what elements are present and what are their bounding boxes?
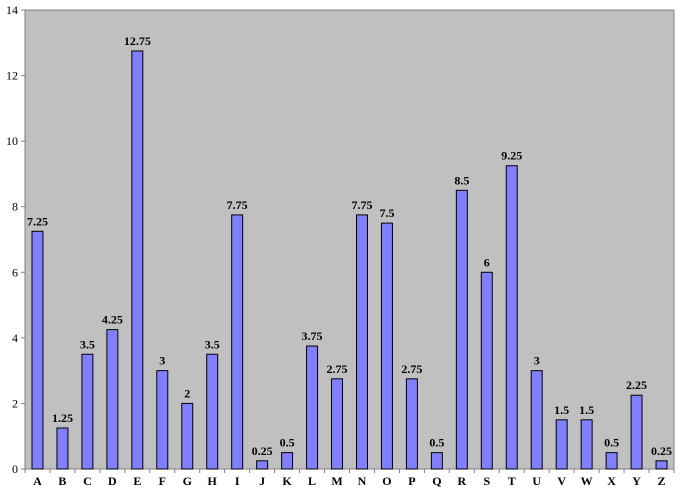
x-tick-label: W	[581, 474, 593, 488]
data-label: 2.75	[401, 362, 422, 376]
x-tick-label: C	[83, 474, 92, 488]
x-tick-label: M	[331, 474, 342, 488]
x-tick-label: B	[58, 474, 66, 488]
bar-t	[505, 165, 518, 470]
bar-e	[131, 50, 144, 470]
x-tick-label: L	[308, 474, 316, 488]
bar-s	[480, 271, 493, 470]
x-tick-label: U	[532, 474, 541, 488]
data-label: 0.25	[252, 444, 273, 458]
bar-j	[256, 460, 269, 470]
data-label: 1.5	[579, 403, 594, 417]
bar-y	[630, 394, 643, 470]
x-tick-label: G	[183, 474, 192, 488]
x-tick-label: S	[483, 474, 490, 488]
data-label: 2	[184, 386, 190, 400]
y-tick-label: 10	[6, 134, 18, 148]
data-label: 0.5	[604, 436, 619, 450]
data-label: 7.75	[227, 198, 248, 212]
x-tick-label: V	[557, 474, 566, 488]
bar-q	[430, 452, 443, 470]
data-label: 0.25	[651, 444, 672, 458]
x-tick-label: D	[108, 474, 117, 488]
data-label: 0.5	[429, 436, 444, 450]
y-tick-label: 2	[12, 396, 18, 410]
x-tick-label: H	[208, 474, 218, 488]
data-label: 3.75	[302, 329, 323, 343]
bar-x	[605, 452, 618, 470]
data-label: 2.25	[626, 378, 647, 392]
data-label: 4.25	[102, 313, 123, 327]
bars-group	[31, 50, 668, 470]
bar-l	[306, 345, 319, 470]
y-tick-label: 12	[6, 69, 18, 83]
data-label: 1.5	[554, 403, 569, 417]
plot-area	[24, 9, 675, 470]
bar-h	[206, 353, 219, 470]
data-label: 6	[484, 255, 490, 269]
x-tick-label: T	[508, 474, 516, 488]
bar-d	[106, 329, 119, 470]
y-tick-label: 4	[12, 331, 18, 345]
bar-f	[156, 370, 169, 470]
data-label: 7.25	[27, 214, 48, 228]
x-tick-label: J	[259, 474, 265, 488]
data-label: 12.75	[124, 34, 151, 48]
x-tick-label: Z	[658, 474, 666, 488]
x-tick-label: A	[33, 474, 42, 488]
bar-r	[455, 189, 468, 470]
data-label: 9.25	[501, 149, 522, 163]
bar-w	[580, 419, 593, 470]
bar-o	[380, 222, 393, 470]
data-label: 2.75	[327, 362, 348, 376]
y-tick-label: 14	[6, 3, 18, 17]
bar-g	[181, 402, 194, 470]
bar-n	[355, 214, 368, 470]
x-tick-label: E	[133, 474, 141, 488]
data-label: 7.75	[351, 198, 372, 212]
bar-p	[405, 378, 418, 470]
x-tick-label: Q	[432, 474, 441, 488]
data-label: 3.5	[205, 337, 220, 351]
data-labels-group: 7.25 1.25 3.5 4.25 12.75 3 2 3.5 7.75 0.25 0.5 3.75…	[27, 34, 672, 458]
x-tick-label: O	[382, 474, 391, 488]
bar-u	[530, 370, 543, 470]
bar-v	[555, 419, 568, 470]
bar-a	[31, 230, 44, 470]
x-tick-label: I	[235, 474, 240, 488]
data-label: 7.5	[379, 206, 394, 220]
data-label: 3	[534, 354, 540, 368]
bar-k	[281, 452, 294, 470]
data-label: 1.25	[52, 411, 73, 425]
x-tick-label: N	[358, 474, 367, 488]
y-axis: 0 2 4 6 8 10 12 14	[6, 3, 26, 476]
bar-b	[56, 427, 69, 470]
bar-c	[81, 353, 94, 470]
y-tick-label: 6	[12, 265, 18, 279]
x-tick-label: P	[408, 474, 415, 488]
y-tick-label: 0	[12, 462, 18, 476]
bar-i	[231, 214, 244, 470]
bar-m	[331, 378, 344, 470]
bar-z	[655, 460, 668, 470]
x-tick-label: K	[282, 474, 292, 488]
x-tick-label: Y	[632, 474, 641, 488]
data-label: 3.5	[80, 337, 95, 351]
data-label: 0.5	[280, 436, 295, 450]
x-tick-label: R	[457, 474, 466, 488]
x-tick-label: X	[607, 474, 616, 488]
data-label: 8.5	[454, 173, 469, 187]
data-label: 3	[159, 354, 165, 368]
x-tick-label: F	[159, 474, 166, 488]
y-tick-label: 8	[12, 200, 18, 214]
